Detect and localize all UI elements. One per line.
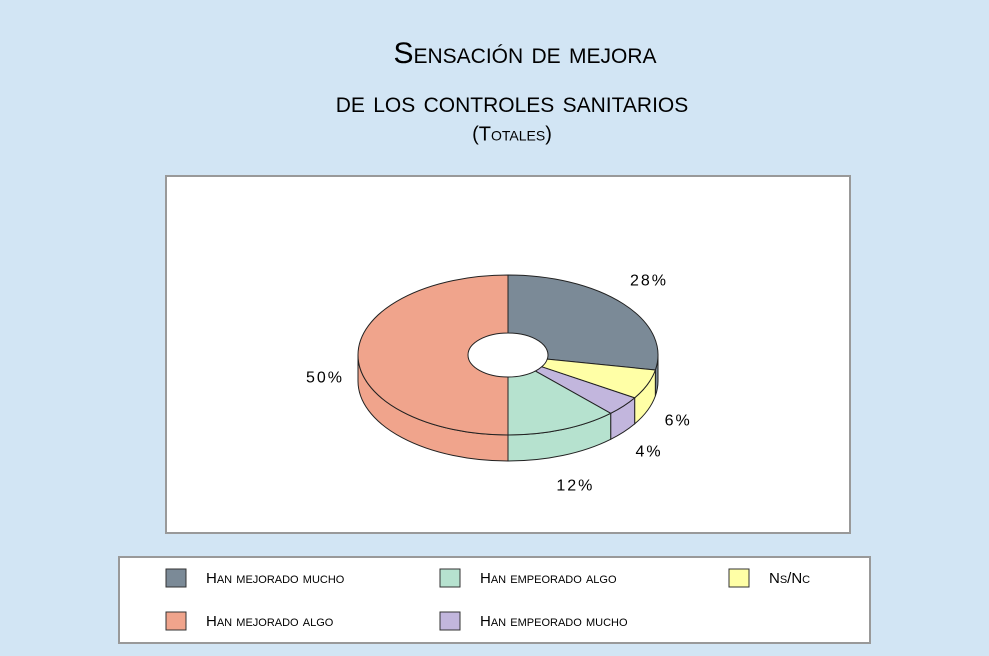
legend-swatch (439, 611, 461, 631)
legend-label: Han empeorado algo (480, 570, 617, 587)
legend-swatch (728, 568, 750, 588)
data-label: 6% (665, 412, 692, 429)
pie-slice (507, 370, 612, 436)
legend-label: Han mejorado mucho (206, 570, 345, 587)
legend-label: Han empeorado mucho (480, 613, 628, 630)
legend-label: Han mejorado algo (206, 613, 334, 630)
data-label: 50% (306, 370, 344, 387)
legend-label: Ns/Nc (769, 570, 810, 587)
data-label: 28% (630, 272, 668, 289)
plot-frame (165, 175, 851, 534)
legend-swatch (165, 568, 187, 588)
chart-title: Sensación de mejora (393, 37, 656, 70)
chart-title-line: de los controles sanitarios (336, 86, 689, 119)
chart-subtitle: (Totales) (472, 123, 552, 145)
legend-swatch (165, 611, 187, 631)
data-label: 12% (556, 477, 594, 494)
data-label: 4% (635, 444, 662, 461)
pie-slice (357, 274, 509, 436)
legend-swatch (439, 568, 461, 588)
pie-slice (507, 274, 659, 371)
